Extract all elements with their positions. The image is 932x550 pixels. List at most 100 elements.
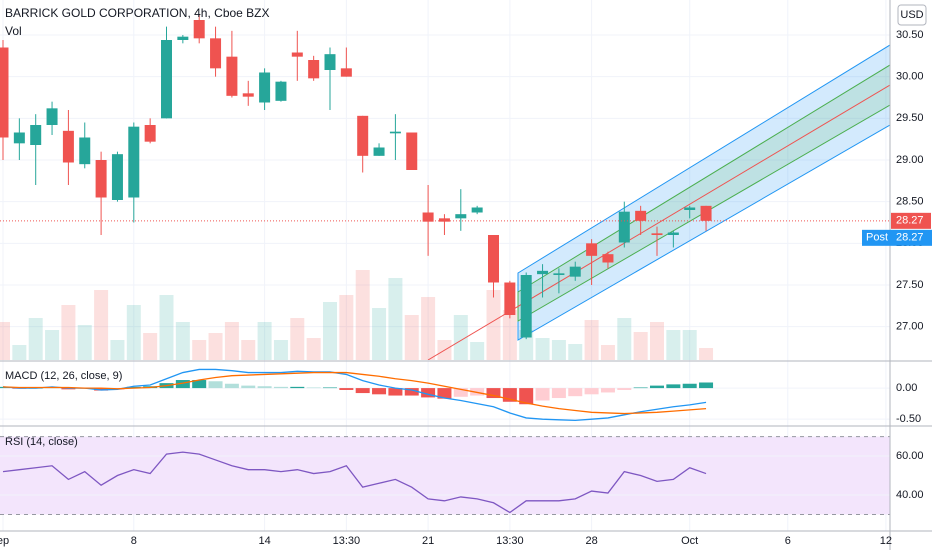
candle-body [373,147,385,156]
candle-body [504,282,516,315]
candle-body [226,56,238,96]
candle-body [488,235,499,283]
candle-body [324,54,336,70]
volume-bar [192,340,207,360]
y-tick-label: 60.00 [896,450,924,462]
volume-bar [323,302,337,360]
histogram-bar [421,388,436,398]
volume-bar [372,308,387,360]
volume-bar [61,305,76,360]
histogram-bar [600,388,615,393]
histogram-bar [437,388,452,399]
volume-bar [404,315,419,360]
histogram-bar [666,384,681,389]
signal-line [2,371,707,415]
candle-body [13,132,25,144]
candle-body [242,93,254,97]
volume-bar [470,342,485,360]
candle-body [700,205,712,221]
rsi-line [2,451,707,514]
volume-bar [453,315,468,360]
histogram-bar [323,387,337,389]
volume-bar [666,330,681,360]
volume-bar [241,340,256,360]
x-tick-label: ep [0,535,9,547]
histogram-bar [682,383,697,389]
histogram-bar [486,388,501,399]
volume-bar [77,325,92,360]
volume-bar [0,322,10,360]
candle-body [455,214,467,219]
volume-bar [273,340,288,360]
candle-body [553,273,565,275]
candle-body [275,81,287,101]
histogram-bar [241,385,256,389]
volume-bar [257,322,272,360]
volume-bar [126,305,141,360]
volume-bar [290,318,305,360]
histogram-bar [404,388,419,396]
volume-bar [12,345,27,360]
candle-body [308,60,320,79]
volume-bar [502,310,517,360]
indicator-title: MACD (12, 26, close, 9) [5,370,122,382]
histogram-bar [306,387,321,389]
histogram-bar [339,388,354,390]
volume-label: Vol [5,24,22,38]
candle-body [586,243,598,256]
candle-body [520,275,532,338]
currency-label[interactable]: USD [900,9,923,21]
candle-body [161,40,172,119]
x-tick-label: Oct [681,535,698,547]
candle-body [618,211,630,243]
candle-body [79,137,91,165]
candle-body [111,154,123,200]
candle-body [210,38,222,69]
volume-bar [175,322,190,360]
y-tick-label: 29.00 [896,154,924,166]
post-box [862,229,932,246]
histogram-bar [650,385,664,389]
histogram-bar [633,387,648,389]
histogram-bar [208,381,223,389]
histogram-bar [568,388,583,397]
y-tick-label: -0.50 [896,413,921,425]
histogram-bar [453,388,468,397]
volume-bar [339,295,354,360]
x-tick-label: 21 [422,535,434,547]
candle-body [635,210,647,221]
histogram-bar [290,386,305,389]
candle-body [95,160,107,198]
y-tick-label: 27.00 [896,321,924,333]
y-tick-label: 30.00 [896,71,924,83]
y-tick-label: 40.00 [896,489,924,501]
volume-bar [551,340,566,360]
candle-body [357,115,369,156]
volume-bar [617,318,632,360]
last-price-box [891,212,931,229]
candle-body [30,125,42,145]
volume-bar [568,344,583,360]
currency-button[interactable] [897,4,927,26]
volume-bar [143,333,158,360]
volume-bar [306,338,321,360]
candle-body [651,233,663,235]
histogram-bar [617,388,632,390]
histogram-bar [372,388,387,395]
histogram-bar [535,388,550,401]
x-tick-label: 8 [131,535,137,547]
volume-bar [355,270,370,360]
candle-body [46,108,58,125]
volume-bar [486,290,501,360]
y-tick-label: 30.50 [896,29,924,41]
candle-body [128,126,140,198]
histogram-bar [519,388,534,405]
volume-bar [388,278,403,360]
histogram-bar [224,383,239,389]
candle-body [0,47,9,138]
volume-bar [682,330,697,360]
candle-body [684,207,696,210]
histogram-bar [192,380,207,389]
volume-bar [110,340,125,360]
